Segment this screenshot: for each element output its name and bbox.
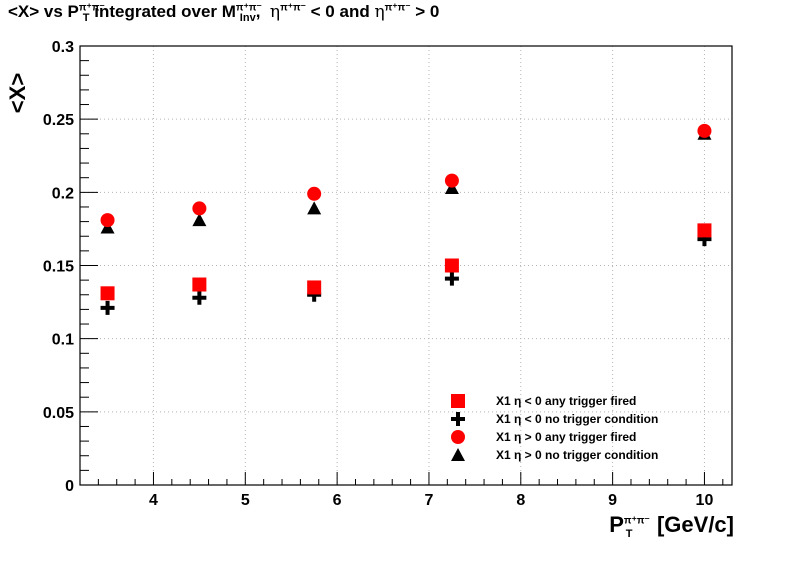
circle-data-point (100, 213, 115, 228)
legend-square-marker (451, 394, 465, 408)
legend-circle-marker (451, 430, 465, 444)
cross-data-point (192, 290, 207, 305)
x-tick-label: 6 (333, 492, 342, 509)
y-tick-label: 0.15 (43, 259, 74, 276)
cross-data-point (100, 300, 115, 315)
circle-data-point (444, 173, 459, 188)
x-tick-label: 9 (608, 492, 617, 509)
chart-title: <X> vs Pπ⁺π⁻T integrated over Mπ⁺π⁻Inv, … (8, 2, 440, 25)
triangle-data-point (307, 201, 322, 215)
circle-data-point (697, 123, 712, 138)
legend-cross-marker (451, 412, 465, 426)
circle-data-point (307, 186, 322, 201)
x-tick-label: 10 (696, 492, 714, 509)
circle-data-point (192, 201, 207, 216)
legend-triangle-marker (451, 448, 465, 461)
square-data-point (192, 277, 207, 292)
x-tick-label: 5 (241, 492, 250, 509)
y-tick-label: 0.1 (52, 332, 74, 349)
y-tick-label: 0 (65, 478, 74, 495)
y-tick-label: 0.3 (52, 39, 74, 56)
square-data-point (444, 258, 459, 273)
square-data-point (697, 223, 712, 238)
legend-entry-label: X1 η < 0 no trigger condition (496, 412, 658, 426)
cross-data-point (307, 287, 322, 302)
data-points (100, 123, 712, 315)
cross-data-point (444, 271, 459, 286)
x-tick-label: 4 (149, 492, 158, 509)
legend-entry-label: X1 η < 0 any trigger fired (496, 394, 636, 408)
square-data-point (307, 280, 322, 295)
triangle-data-point (192, 213, 207, 227)
axis-ticks (79, 45, 724, 486)
legend: X1 η < 0 any trigger fired X1 η < 0 no tr… (451, 394, 658, 462)
x-tick-label: 7 (425, 492, 434, 509)
grid (80, 46, 732, 485)
y-tick-label: 0.2 (52, 185, 74, 202)
cross-data-point (697, 232, 712, 247)
square-data-point (100, 286, 115, 301)
y-tick-label: 0.05 (43, 405, 74, 422)
y-tick-label: 0.25 (43, 112, 74, 129)
tick-labels: 4 5 6 7 8 9 10 0 0.05 0.1 0.15 0.2 0.25 0.3 (43, 39, 714, 509)
x-axis-label: Pπ⁺π⁻T [GeV/c] (609, 512, 734, 541)
x-tick-label: 8 (516, 492, 525, 509)
legend-entry-label: X1 η > 0 any trigger fired (496, 430, 636, 444)
legend-entry-label: X1 η > 0 no trigger condition (496, 448, 658, 462)
